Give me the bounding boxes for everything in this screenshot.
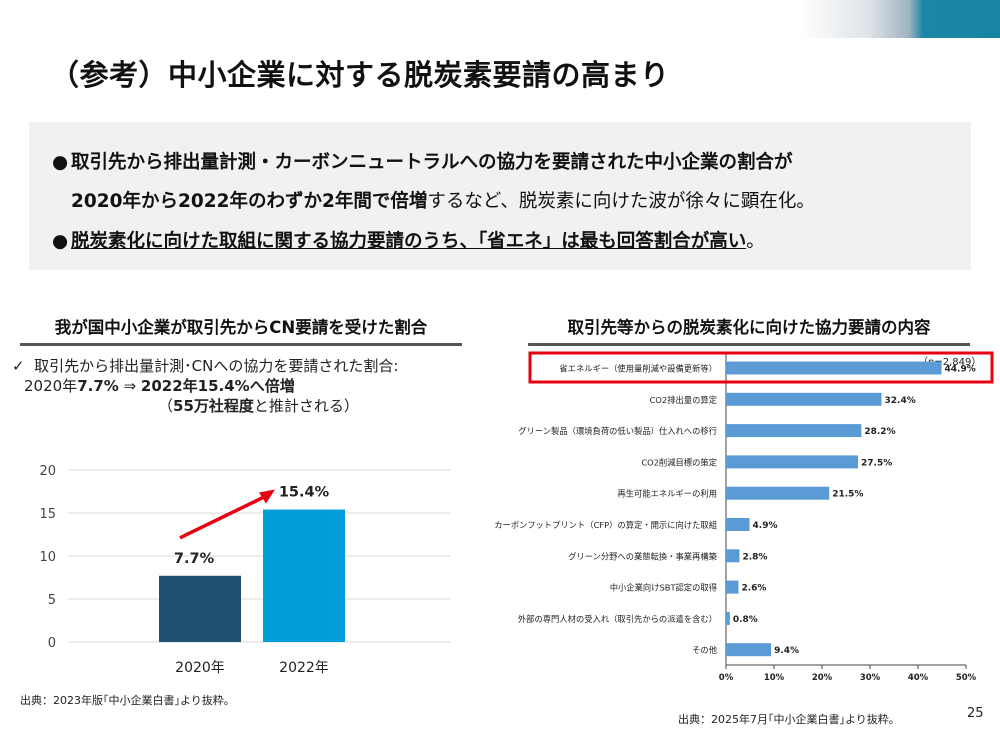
- growth-arrow-line: [179, 493, 268, 540]
- x-tick-label: 40%: [908, 673, 929, 683]
- hbar-data-label: 2.6%: [741, 584, 766, 594]
- hbar-category-label: CO2排出量の算定: [650, 395, 717, 405]
- summary-line2-rest: するなど、脱炭素に向けた波が徐々に顕在化。: [427, 191, 815, 212]
- note-arrow: ⇒: [118, 377, 141, 395]
- x-tick-label: 20%: [812, 673, 833, 683]
- cn-request-bar-chart: 0 5 10 15 20 7.7% 2020年 15.4% 2022年: [39, 464, 450, 676]
- sample-size-label: （n=2,849）: [918, 357, 982, 368]
- note-estimate: 55万社程度: [173, 397, 254, 415]
- hbar-data-label: 4.9%: [753, 521, 778, 531]
- summary-line2-bold: 2020年から2022年のわずか2年間で倍増: [71, 191, 428, 212]
- hbar-category-label: グリーン分野への業態転換・事業再構築: [568, 551, 718, 561]
- hbar-data-label: 32.4%: [885, 396, 916, 406]
- hbar-6: [726, 549, 740, 563]
- y-tick-label: 20: [39, 464, 56, 479]
- y-tick-label: 10: [39, 550, 56, 565]
- note-paren: （: [158, 397, 174, 415]
- hbar-8: [726, 611, 730, 625]
- summary-bullet-1: ● 取引先から排出量計測・カーボンニュートラルへの協力を要請された中小企業の割合が: [52, 148, 793, 174]
- data-label: 7.7%: [174, 551, 215, 567]
- hbar-7: [726, 580, 739, 594]
- x-tick-label: 10%: [764, 673, 785, 683]
- hbar-3: [726, 455, 858, 469]
- right-section-heading: 取引先等からの脱炭素化に向けた協力要請の内容: [528, 314, 970, 346]
- x-category-label: 2020年: [175, 660, 225, 676]
- hbar-data-label: 44.9%: [945, 365, 976, 375]
- hbar-data-label: 21.5%: [832, 490, 863, 500]
- note-value-2022: 2022年15.4%へ倍増: [140, 377, 295, 395]
- hbar-data-label: 2.8%: [742, 552, 767, 562]
- y-tick-label: 15: [39, 507, 56, 522]
- hbar-5: [726, 518, 750, 531]
- hbar-category-label: カーボンフットプリント（CFP）の算定・開示に向けた取組: [494, 520, 717, 530]
- hbar-data-label: 27.5%: [861, 458, 892, 468]
- hbar-category-label: その他: [692, 645, 717, 655]
- x-tick-label: 0%: [719, 673, 734, 683]
- hbar-category-label: グリーン製品（環境負荷の低い製品）仕入れへの移行: [518, 426, 717, 436]
- corner-decoration: [798, 0, 1000, 38]
- x-tick-label: 30%: [860, 673, 881, 683]
- hbar-9: [726, 643, 772, 657]
- data-label: 15.4%: [279, 485, 330, 501]
- note-2020: 2020年: [24, 377, 78, 395]
- note-estimate-rest: と推計される）: [253, 397, 359, 415]
- hbar-category-label: 省エネルギー（使用量削減や設備更新等）: [559, 364, 717, 374]
- bullet-dot-icon: ●: [52, 152, 69, 173]
- request-content-hbar-chart: 0% 10% 20% 30% 40% 50% 44.9% 省エネルギー（使用量削減や設備更新等…: [494, 351, 994, 683]
- hbar-data-label: 28.2%: [864, 427, 895, 437]
- hbar-0: [726, 361, 942, 375]
- note-line1: 取引先から排出量計測･CNへの協力を要請された割合:: [34, 357, 399, 375]
- summary-line3-bold: 脱炭素化に向けた取組に関する協力要請のうち、「省エネ」は最も回答割合が高い: [71, 231, 747, 252]
- hbar-data-label: 9.4%: [774, 646, 799, 656]
- left-note: ✓ 取引先から排出量計測･CNへの協力を要請された割合: 2020年7.7% ⇒…: [12, 356, 398, 416]
- hbar-category-label: 中小企業向けSBT認定の取得: [610, 583, 717, 593]
- hbar-category-label: CO2削減目標の策定: [641, 457, 717, 467]
- page-number: 25: [967, 706, 984, 721]
- hbar-2: [726, 424, 862, 438]
- left-section-heading: 我が国中小企業が取引先からCN要請を受けた割合: [20, 314, 462, 346]
- y-tick-label: 5: [48, 593, 56, 608]
- hbar-data-label: 0.8%: [733, 615, 758, 625]
- growth-arrow-head: [259, 489, 275, 504]
- right-source: 出典：2025年7月｢中小企業白書｣より抜粋。: [678, 713, 900, 726]
- bullet-dot-icon: ●: [52, 231, 69, 252]
- x-tick-label: 50%: [956, 673, 977, 683]
- bar-2022年: [263, 509, 345, 642]
- hbar-4: [726, 486, 830, 500]
- hbar-category-label: 再生可能エネルギーの利用: [617, 489, 717, 499]
- left-source: 出典：2023年版｢中小企業白書｣より抜粋。: [20, 694, 235, 707]
- page-title: （参考）中小企業に対する脱炭素要請の高まり: [50, 58, 670, 92]
- summary-bullet-2: ● 脱炭素化に向けた取組に関する協力要請のうち、「省エネ」は最も回答割合が高い。: [52, 227, 765, 253]
- x-category-label: 2022年: [279, 660, 329, 676]
- summary-bullet-1-cont: 2020年から2022年のわずか2年間で倍増するなど、脱炭素に向けた波が徐々に顕…: [52, 187, 815, 213]
- summary-line1: 取引先から排出量計測・カーボンニュートラルへの協力を要請された中小企業の割合が: [71, 152, 793, 173]
- note-value-2020: 7.7%: [77, 377, 119, 395]
- summary-box: [29, 122, 971, 270]
- hbar-1: [726, 392, 882, 406]
- check-icon: ✓: [12, 357, 25, 375]
- bar-2020年: [159, 575, 241, 642]
- y-tick-label: 0: [48, 636, 56, 651]
- summary-line3-end: 。: [746, 231, 765, 252]
- highlight-box: [528, 351, 994, 384]
- hbar-category-label: 外部の専門人材の受入れ（取引先からの派遣を含む）: [518, 614, 717, 624]
